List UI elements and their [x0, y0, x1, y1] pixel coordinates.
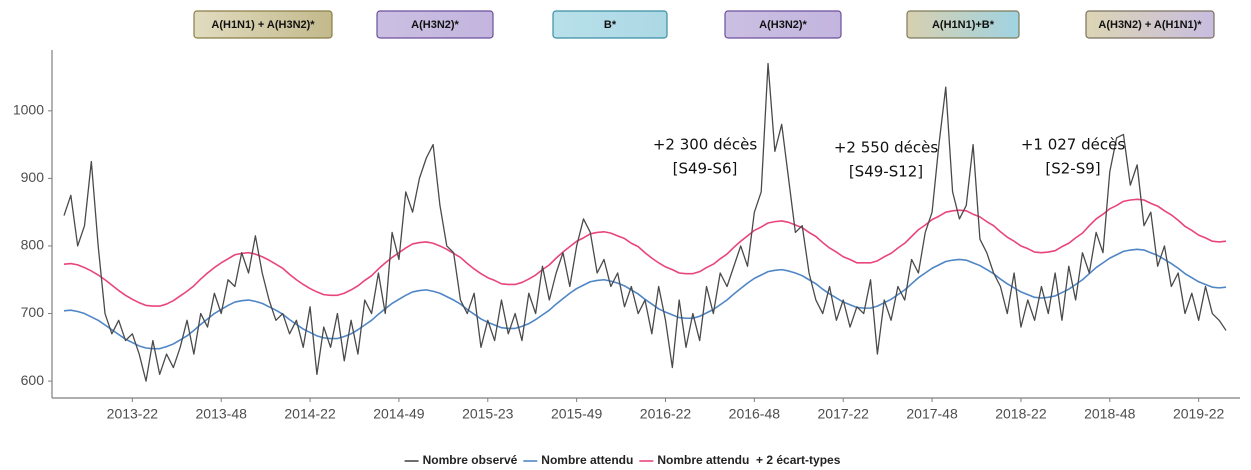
annotation: +1 027 décès	[1021, 136, 1126, 154]
annotation: [S49-S12]	[849, 163, 923, 181]
strain-box	[552, 10, 668, 39]
strain-label: A(H1N1) + A(H3N2)*	[211, 19, 315, 31]
x-tick-label: 2013-22	[107, 406, 159, 422]
strain-box	[724, 10, 842, 39]
strain-label: B*	[604, 19, 617, 31]
series-line	[63, 248, 1227, 350]
y-tick-label: 1000	[13, 102, 44, 118]
x-tick-label: 2014-49	[373, 406, 425, 422]
legend-label: Nombre attendu + 2 écart-types	[657, 453, 840, 467]
annotation: [S2-S9]	[1045, 160, 1100, 178]
annotation: [S49-S6]	[673, 160, 738, 178]
strain-label: A(H3N2)*	[411, 19, 459, 31]
strain-box	[376, 10, 494, 39]
x-tick-label: 2013-48	[196, 406, 248, 422]
legend-label: Nombre attendu	[541, 453, 633, 467]
strain-box	[1085, 10, 1215, 39]
x-tick-label: 2016-22	[640, 406, 692, 422]
x-tick-label: 2018-48	[1084, 406, 1136, 422]
annotation: +2 550 décès	[834, 139, 939, 157]
x-tick-label: 2015-23	[462, 406, 514, 422]
x-tick-label: 2015-49	[551, 406, 603, 422]
x-tick-label: 2019-22	[1173, 406, 1225, 422]
x-tick-label: 2017-48	[906, 406, 958, 422]
x-tick-label: 2016-48	[729, 406, 781, 422]
annotation: +2 300 décès	[653, 136, 758, 154]
y-tick-label: 700	[21, 304, 45, 320]
legend: Nombre observé Nombre attendu Nombre atten…	[404, 453, 841, 467]
legend-label: Nombre observé	[423, 453, 518, 467]
series-line	[63, 198, 1227, 307]
y-tick-label: 600	[21, 372, 45, 388]
y-tick-label: 800	[21, 237, 45, 253]
x-tick-label: 2017-22	[818, 406, 870, 422]
series-line	[63, 62, 1227, 382]
x-tick-label: 2018-22	[995, 406, 1047, 422]
strain-label: A(H3N2) + A(H1N1)*	[1098, 19, 1202, 31]
strain-box	[193, 10, 333, 39]
strain-box	[906, 10, 1020, 39]
x-tick-label: 2014-22	[284, 406, 336, 422]
y-tick-label: 900	[21, 169, 45, 185]
strain-label: A(H1N1)+B*	[932, 19, 995, 31]
strain-label: A(H3N2)*	[759, 19, 807, 31]
